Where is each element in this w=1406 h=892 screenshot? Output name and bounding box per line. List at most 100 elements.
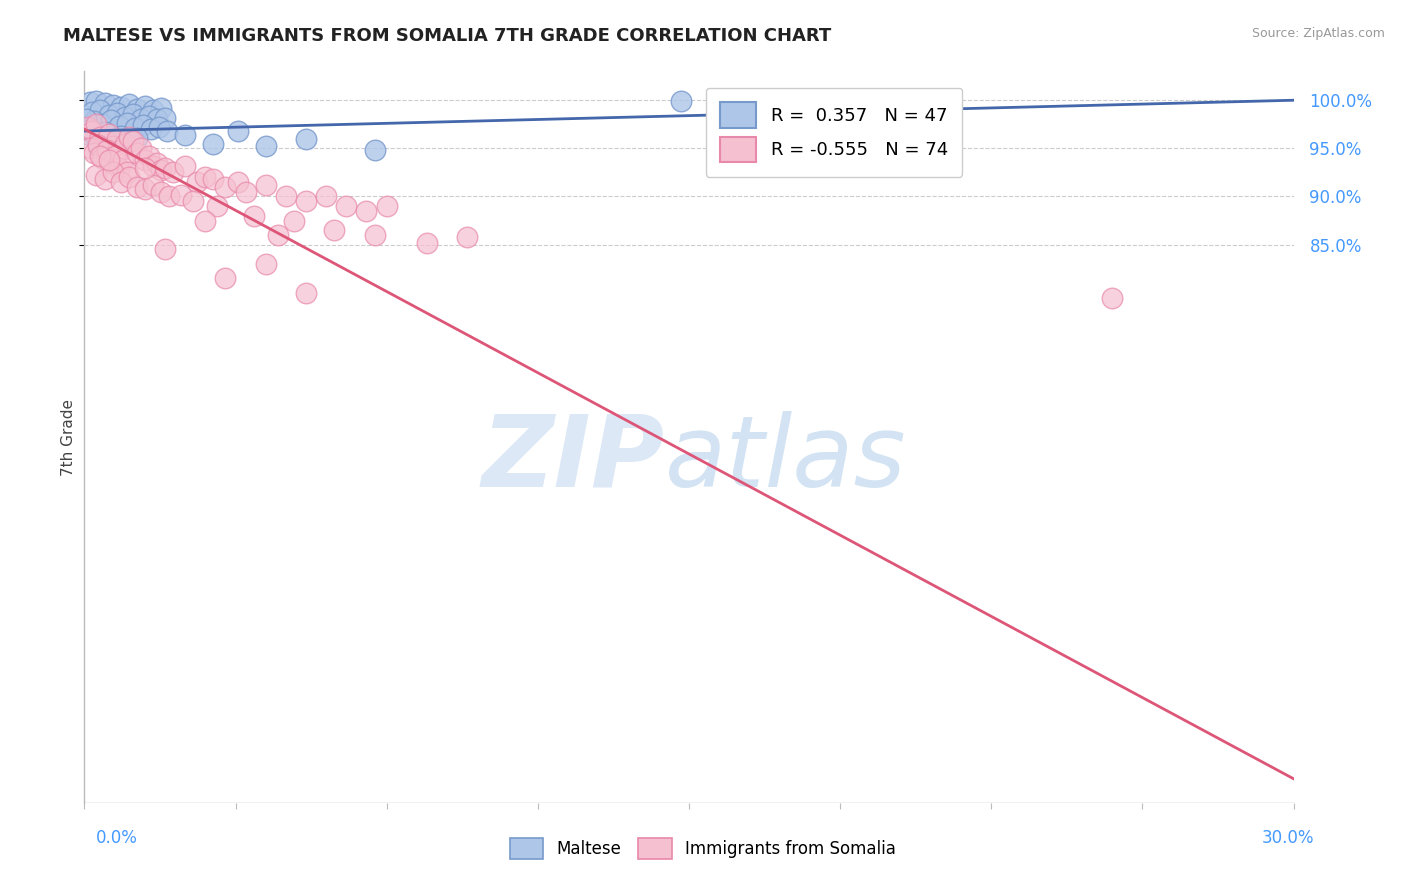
Point [139, 122, 162, 136]
Point [669, 94, 692, 108]
Point [77, 120, 100, 135]
Point [132, 118, 155, 132]
Point [134, 161, 156, 175]
Point [82, 124, 104, 138]
Point [125, 130, 148, 145]
Point [118, 170, 141, 185]
Point [86, 169, 108, 183]
Y-axis label: 7th Grade: 7th Grade [60, 399, 76, 475]
Point [226, 124, 249, 138]
Point [101, 165, 124, 179]
Text: 30.0%: 30.0% [1263, 829, 1315, 847]
Point [181, 194, 204, 209]
Point [1101, 291, 1123, 305]
Point [114, 136, 136, 151]
Legend: Maltese, Immigrants from Somalia: Maltese, Immigrants from Somalia [503, 831, 903, 866]
Point [149, 101, 172, 115]
Point [93, 172, 115, 186]
Point [138, 109, 160, 123]
Point [295, 194, 318, 209]
Point [170, 187, 193, 202]
Point [456, 230, 478, 244]
Point [267, 227, 290, 242]
Point [149, 185, 172, 199]
Point [115, 165, 138, 179]
Point [295, 285, 318, 300]
Point [79, 95, 101, 110]
Point [110, 143, 132, 157]
Point [226, 175, 249, 189]
Text: MALTESE VS IMMIGRANTS FROM SOMALIA 7TH GRADE CORRELATION CHART: MALTESE VS IMMIGRANTS FROM SOMALIA 7TH G… [63, 27, 831, 45]
Point [235, 185, 257, 199]
Point [110, 100, 132, 114]
Point [142, 159, 165, 173]
Point [202, 172, 225, 186]
Point [110, 175, 132, 189]
Point [107, 161, 129, 175]
Point [283, 213, 305, 227]
Point [100, 156, 122, 170]
Point [83, 114, 105, 128]
Point [214, 271, 236, 285]
Point [138, 149, 160, 163]
Point [146, 112, 169, 127]
Point [79, 122, 101, 136]
Point [118, 134, 141, 148]
Point [93, 125, 115, 139]
Point [79, 141, 101, 155]
Point [89, 103, 111, 117]
Point [254, 257, 277, 271]
Point [162, 165, 184, 179]
Point [186, 175, 208, 189]
Point [91, 117, 114, 131]
Point [295, 132, 318, 146]
Point [134, 99, 156, 113]
Point [115, 116, 138, 130]
Point [174, 128, 197, 142]
Point [86, 117, 108, 131]
Point [375, 199, 398, 213]
Point [149, 162, 172, 177]
Point [254, 139, 277, 153]
Point [87, 141, 110, 155]
Point [202, 136, 225, 151]
Point [153, 161, 176, 175]
Point [129, 112, 152, 126]
Text: Source: ZipAtlas.com: Source: ZipAtlas.com [1251, 27, 1385, 40]
Point [111, 153, 134, 167]
Point [125, 179, 148, 194]
Point [86, 129, 108, 144]
Point [153, 111, 176, 125]
Point [142, 103, 165, 117]
Point [335, 199, 357, 213]
Point [101, 132, 124, 146]
Point [105, 132, 128, 146]
Point [83, 146, 105, 161]
Point [134, 182, 156, 196]
Point [356, 203, 378, 218]
Point [121, 106, 143, 120]
Point [157, 189, 180, 203]
Point [97, 127, 120, 141]
Point [124, 121, 146, 136]
Point [148, 120, 170, 135]
Point [207, 199, 229, 213]
Point [110, 128, 132, 143]
Point [174, 159, 197, 173]
Point [89, 129, 111, 144]
Point [114, 110, 136, 124]
Point [254, 178, 277, 192]
Point [93, 96, 115, 111]
Point [153, 243, 176, 257]
Point [274, 189, 297, 203]
Point [156, 124, 179, 138]
Point [142, 178, 165, 192]
Point [315, 189, 337, 203]
Point [89, 149, 111, 163]
Point [323, 223, 346, 237]
Point [101, 139, 124, 153]
Text: atlas: atlas [665, 410, 907, 508]
Point [77, 127, 100, 141]
Point [93, 134, 115, 148]
Point [105, 105, 128, 120]
